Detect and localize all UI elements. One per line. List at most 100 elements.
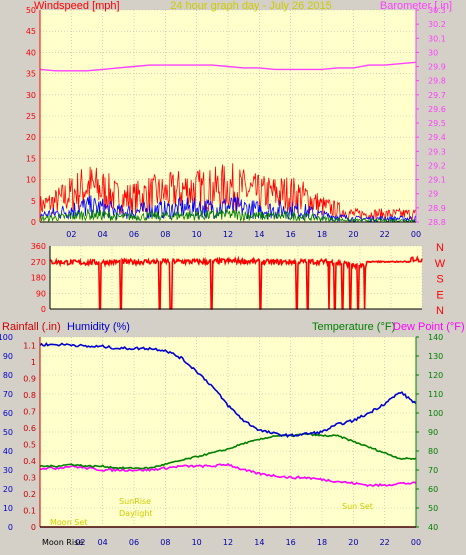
windspeed-tick-label: 30	[26, 91, 36, 100]
temperature-tick-label: 110	[428, 390, 443, 399]
rainfall-title: Rainfall (.in)	[2, 321, 61, 333]
rainfall-tick-label: 1.1	[23, 341, 36, 350]
hour-tick-label: 02	[75, 538, 85, 547]
moon-rise-label: Moon Rise	[42, 538, 83, 547]
windspeed-tick-label: 15	[26, 154, 36, 163]
compass-label: W	[435, 258, 446, 270]
hour-tick-label: 14	[254, 538, 264, 547]
barometer-tick-label: 29.9	[428, 63, 446, 72]
windspeed-tick-label: 50	[26, 6, 36, 15]
event-label-daylight: Daylight	[119, 509, 153, 518]
hour-tick-label: 16	[286, 538, 296, 547]
humidity-tick-label: 40	[3, 447, 13, 456]
hour-tick-label: 18	[317, 230, 327, 239]
humidity-tick-label: 60	[3, 409, 13, 418]
rainfall-tick-label: 0.8	[23, 391, 36, 400]
direction-tick-label: 90	[36, 289, 46, 298]
humidity-tick-label: 50	[3, 428, 13, 437]
rainfall-tick-label: 0.2	[23, 490, 36, 499]
hour-tick-label: 08	[160, 230, 170, 239]
bottom-plot-area	[40, 337, 416, 527]
humidity-tick-label: 100	[0, 333, 13, 342]
temperature-tick-label: 140	[428, 333, 443, 342]
windspeed-tick-label: 5	[31, 197, 36, 206]
barometer-tick-label: 29.7	[428, 91, 446, 100]
hour-tick-label: 06	[129, 538, 139, 547]
humidity-tick-label: 10	[3, 504, 13, 513]
humidity-tick-label: 80	[3, 371, 13, 380]
barometer-tick-label: 30.1	[428, 34, 446, 43]
barometer-tick-label: 29.6	[428, 105, 446, 114]
graph-title: 24 hour graph day - July 26 2015	[170, 0, 331, 12]
compass-label: N	[436, 305, 444, 315]
hour-tick-label: 10	[192, 230, 202, 239]
windspeed-tick-label: 40	[26, 48, 36, 57]
humidity-tick-label: 0	[8, 523, 13, 532]
humidity-line	[39, 342, 417, 439]
hour-tick-label: 16	[286, 230, 296, 239]
direction-tick-label: 0	[41, 305, 46, 314]
wind-direction-line	[49, 255, 423, 310]
hour-tick-label: 00	[411, 230, 421, 239]
temperature-tick-label: 40	[428, 523, 438, 532]
barometer-tick-label: 30.3	[428, 6, 446, 15]
barometer-tick-label: 29.5	[428, 119, 446, 128]
barometer-tick-label: 30	[428, 48, 438, 57]
rainfall-tick-label: 0.5	[23, 440, 36, 449]
temperature-tick-label: 80	[428, 447, 438, 456]
humidity-tick-label: 70	[3, 390, 13, 399]
windspeed-tick-label: 45	[26, 27, 36, 36]
temperature-tick-label: 120	[428, 371, 443, 380]
rainfall-tick-label: 0.7	[23, 407, 36, 416]
rainfall-tick-label: 0.1	[23, 506, 36, 515]
hour-tick-label: 04	[98, 538, 108, 547]
hour-tick-label: 00	[411, 538, 421, 547]
windspeed-tick-label: 25	[26, 112, 36, 121]
barometer-tick-label: 28.8	[428, 218, 446, 227]
rainfall-tick-label: 0.4	[23, 457, 36, 466]
temperature-tick-label: 50	[428, 504, 438, 513]
barometer-tick-label: 29	[428, 190, 438, 199]
dewpoint-title: Dew Point (°F)	[393, 321, 465, 333]
rainfall-tick-label: 1	[31, 358, 36, 367]
hour-tick-label: 08	[160, 538, 170, 547]
barometer-tick-label: 29.3	[428, 147, 446, 156]
hour-tick-label: 22	[380, 538, 390, 547]
barometer-tick-label: 29.2	[428, 161, 446, 170]
humidity-tick-label: 30	[3, 466, 13, 475]
hour-tick-label: 02	[66, 230, 76, 239]
hour-tick-label: 10	[192, 538, 202, 547]
humidity-tick-label: 20	[3, 485, 13, 494]
temperature-tick-label: 60	[428, 485, 438, 494]
humidity-title: Humidity (%)	[67, 321, 130, 333]
hour-tick-label: 14	[254, 230, 264, 239]
wind-average-line	[39, 207, 417, 223]
hour-tick-label: 04	[98, 230, 108, 239]
barometer-title: Barometer [.in]	[380, 0, 452, 12]
direction-tick-label: 270	[31, 258, 46, 267]
hour-tick-label: 22	[380, 230, 390, 239]
rainfall-tick-label: 0	[31, 523, 36, 532]
hour-tick-label: 18	[317, 538, 327, 547]
hour-tick-label: 20	[348, 230, 358, 239]
windspeed-line	[39, 195, 417, 223]
event-label-moon-set: Moon Set	[50, 518, 87, 527]
barometer-line	[39, 61, 417, 72]
event-label-sunrise: SunRise	[119, 497, 151, 506]
hour-tick-label: 12	[223, 230, 233, 239]
hour-tick-label: 12	[223, 538, 233, 547]
rainfall-tick-label: 0.6	[23, 424, 36, 433]
temperature-tick-label: 70	[428, 466, 438, 475]
rainfall-tick-label: 0.3	[23, 473, 36, 482]
humidity-tick-label: 90	[3, 352, 13, 361]
event-label-sun-set: Sun Set	[342, 502, 373, 511]
barometer-tick-label: 29.4	[428, 133, 446, 142]
barometer-tick-label: 29.1	[428, 176, 446, 185]
temperature-title: Temperature (°F)	[312, 321, 395, 333]
windspeed-tick-label: 0	[31, 218, 36, 227]
temperature-tick-label: 90	[428, 428, 438, 437]
compass-label: E	[436, 289, 443, 301]
barometer-tick-label: 28.9	[428, 204, 446, 213]
rain-humidity-temperature-chart: 0 0.1 0.2 0.3 0.4 0.5 0.6 0.7 0.8 0.9 1 1.1 0 10 20 30 4…	[0, 321, 465, 547]
